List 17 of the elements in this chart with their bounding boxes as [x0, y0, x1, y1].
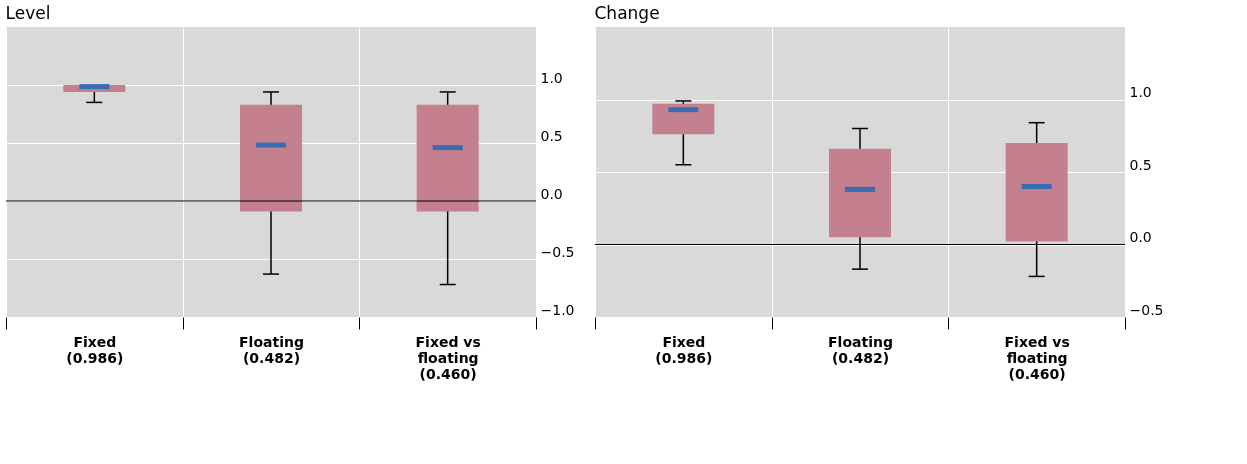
y-tick-label: 1.0	[540, 69, 563, 86]
x-tick-label: Fixed (0.986)	[655, 333, 713, 366]
chart-title: Change	[594, 3, 660, 23]
x-tick-label: Fixed vs floating (0.460)	[415, 333, 481, 382]
y-tick-label: 0.5	[1129, 156, 1152, 173]
y-tick-label: 0.0	[1129, 229, 1152, 245]
x-tick-label: Fixed vs floating (0.460)	[1004, 333, 1070, 382]
y-tick-label: 0.0	[540, 185, 563, 202]
x-tick-label: Floating (0.482)	[239, 333, 304, 366]
x-tick-label: Fixed (0.986)	[66, 333, 124, 366]
y-tick-label: −0.5	[1129, 301, 1164, 318]
x-tick-label: Floating (0.482)	[828, 333, 893, 366]
y-tick-label: −0.5	[540, 243, 575, 260]
chart-title: Level	[5, 3, 51, 23]
y-tick-label: 0.5	[540, 127, 563, 144]
y-tick-label: −1.0	[540, 301, 575, 318]
y-tick-label: 1.0	[1129, 84, 1152, 100]
